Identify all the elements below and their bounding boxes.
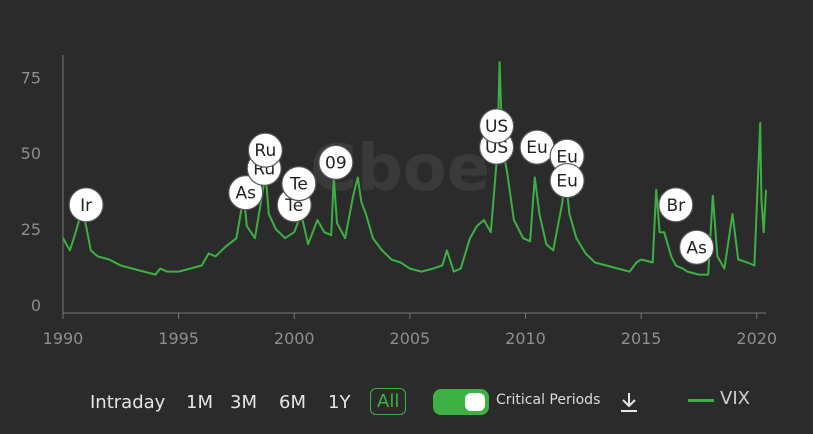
marker-circle[interactable]: [478, 108, 515, 144]
x-tick-label: 1995: [158, 329, 199, 348]
critical-periods-toggle[interactable]: [433, 389, 489, 415]
marker-label: As: [686, 238, 707, 258]
marker-label: US: [485, 117, 508, 137]
critical-period-marker[interactable]: Eu: [549, 138, 585, 174]
y-tick-label: 50: [21, 144, 41, 163]
critical-period-marker[interactable]: As: [228, 175, 264, 211]
critical-period-marker[interactable]: As: [679, 229, 715, 265]
range-intraday-button[interactable]: Intraday: [90, 392, 166, 413]
marker-label: As: [235, 184, 256, 204]
y-tick-label: 0: [31, 296, 41, 315]
critical-period-marker[interactable]: Eu: [519, 129, 555, 165]
marker-label: Ru: [254, 141, 276, 161]
legend-swatch-vix: [688, 399, 714, 402]
range-3m-button[interactable]: 3M: [230, 392, 257, 413]
marker-circle[interactable]: [228, 175, 264, 211]
x-axis: 1990 1995 2000 2005 2010 2015 2020: [43, 312, 777, 348]
y-axis: 0 25 50 75: [21, 55, 64, 315]
marker-label: Ir: [80, 196, 92, 216]
critical-period-marker[interactable]: Eu: [549, 162, 585, 199]
range-1m-button[interactable]: 1M: [186, 392, 213, 413]
marker-circle[interactable]: [658, 187, 694, 223]
x-tick-label: 2000: [274, 329, 315, 348]
marker-label: US: [485, 138, 508, 158]
marker-circle[interactable]: [281, 165, 317, 202]
critical-period-marker[interactable]: Te: [281, 165, 317, 202]
vix-series-line: [62, 61, 767, 276]
y-tick-label: 75: [21, 68, 41, 87]
y-tick-label: 25: [21, 220, 41, 239]
marker-circle[interactable]: [679, 229, 715, 265]
marker-circle[interactable]: [549, 162, 585, 199]
x-tick-label: 1990: [43, 329, 84, 348]
x-tick-label: 2005: [390, 329, 431, 348]
x-tick-label: 2015: [621, 329, 662, 348]
marker-circle[interactable]: [318, 144, 354, 180]
marker-label: Br: [666, 196, 685, 216]
marker-circle[interactable]: [68, 187, 104, 223]
marker-label: Eu: [556, 172, 578, 192]
critical-periods-label: Critical Periods: [496, 392, 601, 408]
marker-label: Te: [289, 175, 308, 195]
critical-period-marker[interactable]: 09: [318, 144, 354, 180]
toggle-knob: [465, 393, 485, 411]
critical-period-marker[interactable]: Ir: [68, 187, 104, 223]
range-6m-button[interactable]: 6M: [279, 392, 306, 413]
x-tick-label: 2020: [736, 329, 777, 348]
marker-label: Eu: [526, 138, 548, 158]
critical-period-marker[interactable]: Ru: [247, 132, 283, 168]
download-icon[interactable]: [618, 390, 640, 414]
critical-period-marker[interactable]: US: [478, 108, 515, 144]
critical-period-marker[interactable]: Br: [658, 187, 694, 223]
marker-circle[interactable]: [247, 132, 283, 168]
marker-label: 09: [325, 153, 347, 173]
legend-label-vix: VIX: [720, 388, 750, 409]
range-1y-button[interactable]: 1Y: [328, 392, 351, 413]
range-all-button[interactable]: All: [370, 388, 407, 415]
marker-label: Eu: [556, 147, 578, 167]
chart-controls: Intraday 1M 3M 6M 1Y All Critical Period…: [0, 384, 813, 420]
x-tick-label: 2010: [505, 329, 546, 348]
